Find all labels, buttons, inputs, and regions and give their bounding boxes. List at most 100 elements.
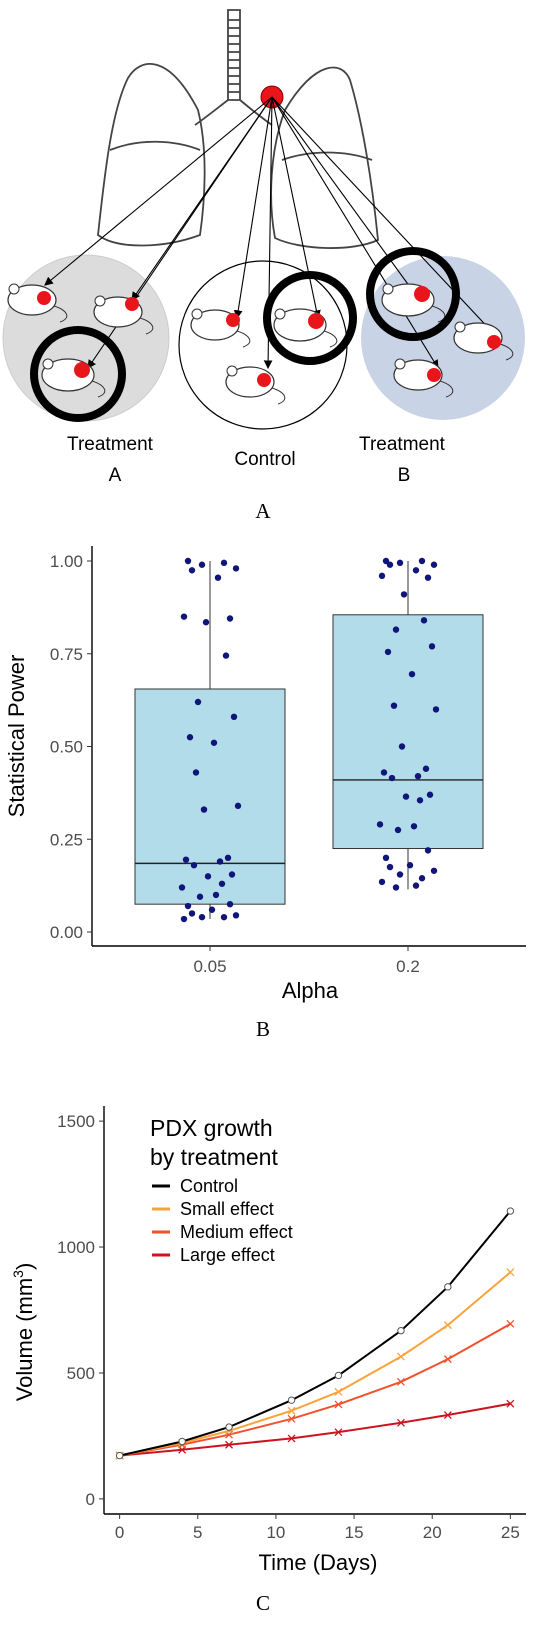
selected-mouse-ring-b (366, 247, 460, 341)
series-line-large-effect (119, 1402, 511, 1457)
data-point (400, 591, 408, 598)
series-point (334, 1428, 343, 1437)
boxplot-y-tick-label: 0.00 (50, 923, 83, 942)
linechart-x-tick-label: 25 (501, 1523, 520, 1542)
series-line-small-effect (119, 1271, 512, 1457)
data-point (416, 797, 424, 804)
group-b-label-line2: B (398, 465, 411, 486)
mouse-icons (7, 283, 514, 405)
data-point (386, 863, 394, 871)
x-marker-stroke (443, 1321, 452, 1330)
series-point (225, 1423, 233, 1431)
data-point (218, 880, 226, 887)
data-point (198, 913, 206, 921)
panel-a-svg: Treatment A Control Treatment B A (2, 9, 525, 523)
mouse-icon (453, 321, 514, 361)
legend-label: Control (180, 1176, 238, 1196)
data-point (190, 862, 198, 869)
boxplot-y-tick-label: 0.50 (50, 738, 83, 757)
boxplot-svg: 0.00 0.25 0.50 0.75 1.00 0.05 0.2 Statistical … (4, 546, 526, 1041)
boxplot-x-tick-label: 0.05 (193, 957, 226, 976)
data-point (382, 854, 390, 861)
series-point (443, 1411, 452, 1419)
data-point (228, 871, 236, 878)
mouse-icon (273, 308, 338, 348)
series-point (443, 1355, 452, 1364)
selected-mouse-ring-control (263, 271, 357, 365)
boxplot-y-tick-label: 1.00 (50, 552, 83, 571)
data-point (388, 774, 396, 782)
x-marker-stroke (287, 1434, 296, 1443)
legend-label: Large effect (180, 1245, 275, 1265)
data-point (426, 791, 434, 798)
series-point (397, 1377, 405, 1386)
data-point (224, 854, 232, 861)
linechart-x-tick-label: 15 (345, 1523, 364, 1542)
series-point (397, 1418, 405, 1427)
data-point (188, 910, 196, 917)
data-point (188, 567, 196, 574)
data-point (216, 858, 224, 865)
legend-label: Small effect (180, 1199, 274, 1219)
data-point (412, 882, 420, 889)
series-point (287, 1434, 296, 1443)
data-point (396, 871, 404, 878)
boxplot-y-tick-label: 0.75 (50, 645, 83, 664)
series-point (506, 1319, 515, 1328)
data-point (210, 739, 218, 746)
panel-a-illustration: Treatment A Control Treatment B A (0, 0, 546, 536)
data-point (232, 565, 240, 572)
data-point (412, 567, 420, 574)
data-point (428, 643, 436, 650)
mouse-icon (393, 358, 454, 398)
linechart-x-tick-label: 5 (193, 1523, 202, 1542)
series-point (287, 1396, 296, 1404)
data-point (194, 698, 202, 706)
series-point (397, 1326, 405, 1335)
box-iqr (332, 614, 484, 850)
control-label: Control (234, 449, 295, 470)
data-point (178, 884, 186, 891)
data-point (182, 856, 190, 863)
data-point (198, 561, 206, 568)
data-point (430, 867, 438, 874)
data-point (430, 561, 438, 568)
mouse-icon (93, 295, 154, 335)
x-marker-stroke (334, 1387, 343, 1396)
data-point (392, 626, 400, 633)
data-point (230, 713, 238, 721)
data-point (184, 557, 192, 565)
data-point (418, 557, 426, 565)
data-point (424, 847, 432, 854)
data-point (200, 806, 208, 813)
data-point (398, 743, 406, 750)
panel-a-caption: A (255, 499, 271, 523)
mouse-icon (7, 283, 68, 323)
x-marker-stroke (397, 1377, 405, 1386)
data-point (384, 648, 392, 656)
data-point (424, 574, 432, 581)
data-point (208, 906, 216, 913)
selected-mouse-ring-a (30, 326, 126, 422)
series-point (506, 1207, 515, 1215)
data-point (220, 559, 228, 567)
x-marker-stroke (397, 1418, 405, 1427)
data-point (408, 670, 416, 678)
legend-label: Medium effect (180, 1222, 293, 1242)
x-marker-stroke (287, 1414, 296, 1423)
series-point (444, 1283, 452, 1291)
data-point (410, 823, 418, 830)
linechart-x-tick-label: 20 (423, 1523, 442, 1542)
treatment-a-group-circle (2, 254, 170, 422)
data-point (222, 652, 230, 659)
ylabel-suffix: ) (12, 1263, 37, 1270)
mouse-icon (225, 365, 286, 405)
panel-b-boxplot: 0.00 0.25 0.50 0.75 1.00 0.05 0.2 Statistical … (0, 536, 546, 1096)
linechart-y-axis-title: Volume (mm3) (10, 1263, 37, 1402)
x-marker-stroke (443, 1411, 452, 1419)
data-point (180, 613, 188, 620)
lungs-drawing (97, 9, 379, 249)
x-marker-stroke (443, 1355, 452, 1364)
control-group-circle (178, 260, 348, 430)
linechart-y-tick-label: 1500 (57, 1112, 95, 1131)
